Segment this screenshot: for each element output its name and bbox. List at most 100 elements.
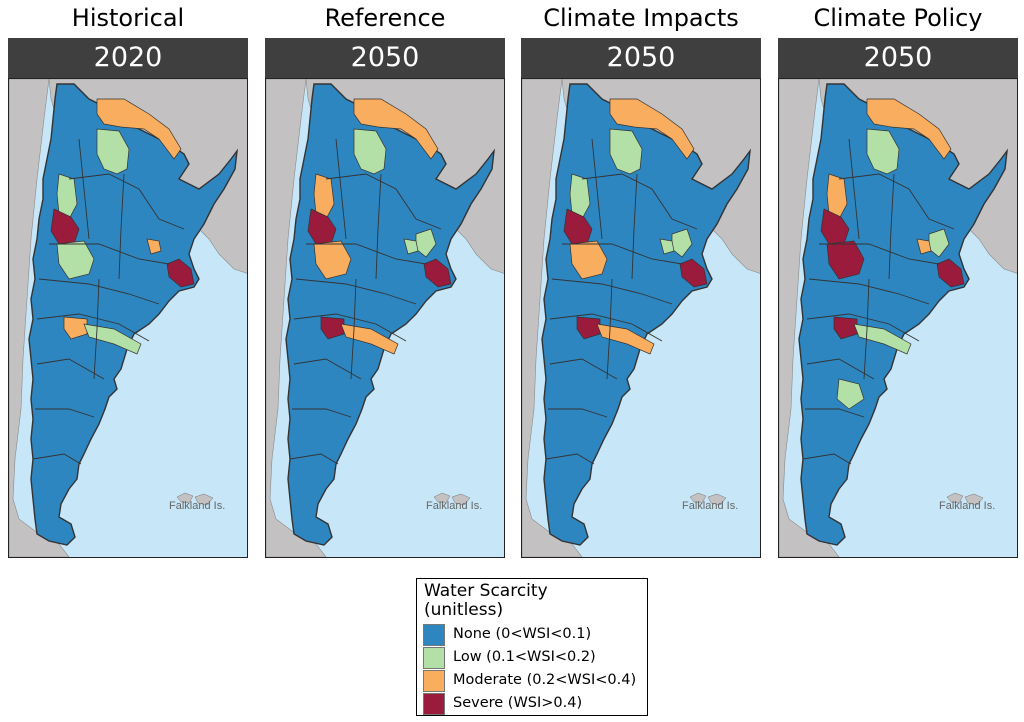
map-frame: Falkland Is. (521, 78, 761, 558)
basin-central-west (826, 240, 865, 280)
falkland-island (451, 493, 471, 506)
falkland-label: Falkland Is. (426, 500, 482, 512)
argentina-basins (798, 83, 1008, 546)
basin-north-chaco (609, 128, 643, 175)
basin-border (38, 278, 160, 305)
legend-label: None (0<WSI<0.1) (453, 626, 592, 642)
falkland-label: Falkland Is. (939, 500, 995, 512)
basin-border (335, 138, 347, 240)
basin-rio-plata-delta (166, 258, 195, 288)
basin-border (591, 138, 603, 240)
basin-north-east (609, 98, 695, 160)
legend-item-severe: Severe (WSI>0.4) (423, 693, 647, 715)
legend-label: Low (0.1<WSI<0.2) (453, 649, 596, 665)
chile (9, 79, 70, 557)
basin-border (562, 243, 683, 265)
falkland-island (707, 493, 727, 506)
legend-title: Water Scarcity (unitless) (424, 582, 644, 620)
legend-swatch-none (423, 624, 445, 646)
map-frame: Falkland Is. (265, 78, 505, 558)
panel-year: 2050 (265, 38, 505, 78)
basin-patagonia (836, 378, 865, 410)
basin-border (819, 243, 940, 265)
basin-border (551, 278, 673, 305)
basin-parana-middle (916, 238, 932, 255)
basin-central-west (313, 240, 352, 280)
basin-colorado-south (320, 316, 345, 340)
basin-border (631, 173, 638, 280)
falkland-island (194, 493, 214, 506)
basin-border (375, 173, 382, 280)
basin-border (292, 408, 352, 418)
basin-border (548, 408, 608, 418)
basin-border (848, 138, 860, 240)
legend-item-moderate: Moderate (0.2<WSI<0.4) (423, 670, 647, 692)
basin-border (289, 453, 339, 465)
falkland-island (964, 493, 984, 506)
basin-border (805, 408, 865, 418)
basin-border (93, 278, 100, 380)
legend-title-line2: (unitless) (424, 600, 504, 620)
legend-swatch-moderate (423, 670, 445, 692)
map-frame: Falkland Is. (8, 78, 248, 558)
basin-central-west (56, 240, 95, 280)
basin-border (306, 243, 427, 265)
basin-border (806, 358, 875, 380)
chile (779, 79, 840, 557)
basin-border (293, 313, 407, 342)
falkland-label: Falkland Is. (682, 500, 738, 512)
basin-north-east (866, 98, 952, 160)
falkland-island (433, 492, 451, 504)
basin-border (295, 278, 417, 305)
legend-title-line1: Water Scarcity (424, 581, 548, 601)
legend-item-none: None (0<WSI<0.1) (423, 624, 647, 646)
basin-border (293, 358, 362, 380)
basin-north-chaco (353, 128, 387, 175)
basin-border (36, 313, 150, 342)
legend-label: Severe (WSI>0.4) (453, 695, 583, 711)
chile (266, 79, 327, 557)
basin-border (808, 278, 930, 305)
basin-rio-plata-delta (423, 258, 452, 288)
basin-border (545, 453, 595, 465)
basin-border (35, 408, 95, 418)
panel-title: Climate Impacts (543, 4, 739, 32)
basin-border (36, 358, 105, 380)
basin-negro-south (340, 323, 399, 355)
basin-colorado-south (63, 316, 88, 340)
falkland-island (689, 492, 707, 504)
argentina-map: Falkland Is. (522, 79, 760, 557)
argentina-basins (541, 83, 751, 546)
basin-border (838, 173, 955, 230)
basin-north-east (353, 98, 439, 160)
basin-north-east (96, 98, 182, 160)
basin-rio-plata-delta (936, 258, 965, 288)
panel-year: 2050 (778, 38, 1018, 78)
basin-north-chaco (96, 128, 130, 175)
basin-border (325, 173, 442, 230)
basin-negro-south (83, 323, 142, 355)
chile (522, 79, 583, 557)
basin-border (888, 173, 895, 280)
basin-border (350, 278, 357, 380)
argentina-basins (28, 83, 238, 546)
basin-colorado-south (576, 316, 601, 340)
basin-north-chaco (866, 128, 900, 175)
basin-border (802, 453, 852, 465)
basin-border (863, 278, 870, 380)
panel-year: 2050 (521, 38, 761, 78)
falkland-island (946, 492, 964, 504)
basin-border (78, 138, 90, 240)
basin-parana-middle (659, 238, 675, 255)
legend-item-low: Low (0.1<WSI<0.2) (423, 647, 647, 669)
panel-title: Climate Policy (813, 4, 983, 32)
argentina-map: Falkland Is. (9, 79, 247, 557)
falkland-island (176, 492, 194, 504)
legend: Water Scarcity (unitless) None (0<WSI<0.… (416, 578, 648, 716)
map-frame: Falkland Is. (778, 78, 1018, 558)
basin-colorado-south (833, 316, 858, 340)
basin-parana-middle (146, 238, 162, 255)
basin-border (606, 278, 613, 380)
basin-central-west (569, 240, 608, 280)
basin-negro-south (853, 323, 912, 355)
